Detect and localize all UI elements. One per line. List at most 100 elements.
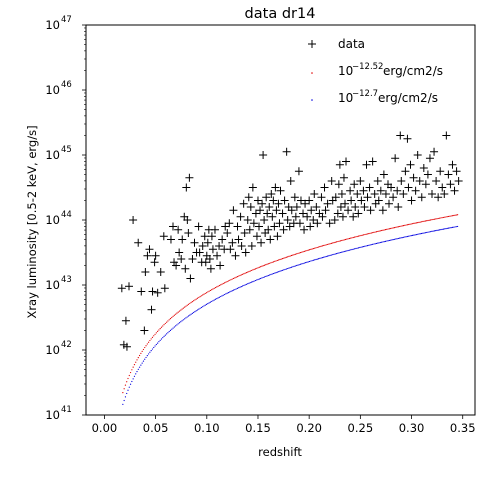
flux-limit-point [168,330,170,333]
flux-limit-point [369,232,371,234]
flux-limit-point [275,260,277,262]
data-point [252,232,261,241]
flux-limit-point [399,225,401,228]
data-point [340,199,349,208]
flux-limit-point [297,264,299,266]
flux-limit-point [154,345,156,347]
flux-limit-point [384,240,387,242]
x-tick-label: 0.05 [143,421,169,435]
y-tick-exponent: 47 [61,15,72,25]
flux-limit-point [292,254,294,256]
flux-limit-point [232,277,235,280]
data-point [275,219,284,228]
data-point [145,245,154,254]
flux-limit-point [402,236,405,238]
data-point [122,342,131,351]
flux-limit-point [272,261,275,263]
flux-limit-point [296,253,298,255]
data-point [185,173,194,182]
flux-limit-point [289,267,291,269]
flux-limit-point [360,234,362,237]
data-point [166,235,175,244]
data-point [300,225,309,234]
data-point [236,212,245,221]
flux-limit-point [172,327,174,329]
y-tick-base: 10 [45,148,60,162]
flux-limit-point [346,250,348,252]
flux-limit-point [332,242,334,244]
flux-limit-point [329,254,331,256]
data-point [253,196,262,205]
flux-limit-point [203,305,205,307]
flux-limit-point [440,217,442,219]
flux-limit-point [361,246,363,248]
flux-limit-point [270,273,272,276]
flux-limit-point [181,320,183,322]
flux-limit-point [323,256,325,258]
flux-limit-point [382,241,384,243]
flux-limit-point [301,263,303,265]
data-point [366,206,375,215]
flux-limit-point [317,246,320,248]
data-point [147,305,156,314]
flux-limit-point [280,258,282,260]
flux-limit-point [299,251,302,254]
flux-limit-point [212,288,214,290]
data-point [301,199,310,208]
data-point [129,216,138,224]
flux-limit-point [193,300,195,302]
flux-limit-point [441,228,443,230]
flux-limit-point [355,247,357,250]
flux-limit-point [348,249,351,251]
flux-limit-point [223,282,226,284]
flux-limit-point [230,279,232,281]
flux-limit-point [168,319,170,321]
flux-limit-point [314,259,316,261]
flux-limit-point [154,333,156,335]
flux-limit-point [395,226,397,228]
data-point [417,193,426,202]
flux-limit-point [335,241,338,243]
flux-limit-point [199,307,201,309]
flux-limit-point [339,240,342,242]
data-point [203,238,212,247]
data-point [292,203,301,211]
data-point [357,196,366,205]
flux-limit-point [303,262,305,264]
flux-limit-point [281,269,284,271]
data-point [387,183,396,192]
flux-limit-point [381,241,383,243]
flux-limit-point [410,223,412,225]
flux-limit-point [438,229,441,231]
flux-limit-point [173,326,175,328]
flux-limit-point [185,305,187,307]
flux-limit-point [373,231,375,233]
data-point [271,183,280,192]
y-tick-label: 10 [45,278,60,292]
flux-limit-point [342,251,344,253]
data-point [124,282,133,291]
legend-marker [311,99,313,101]
flux-limit-point [310,260,312,262]
data-point [182,183,191,192]
flux-limit-point [149,339,151,342]
data-point [194,222,203,231]
flux-limit-point [276,271,278,273]
data-point [226,245,235,254]
data-point [337,190,346,198]
data-point [259,151,268,159]
flux-limit-point [138,354,141,357]
data-point [296,196,305,205]
flux-limit-point [249,270,251,272]
flux-limit-point [267,263,269,265]
flux-limit-point [205,292,208,294]
data-point [241,248,250,257]
data-point [381,190,390,198]
flux-limit-point [372,243,374,245]
y-tick-label: 10 [45,148,60,162]
data-point [415,177,424,185]
flux-limit-point [275,272,277,274]
flux-limit-point [180,309,182,311]
y-tick-base: 10 [45,278,60,292]
